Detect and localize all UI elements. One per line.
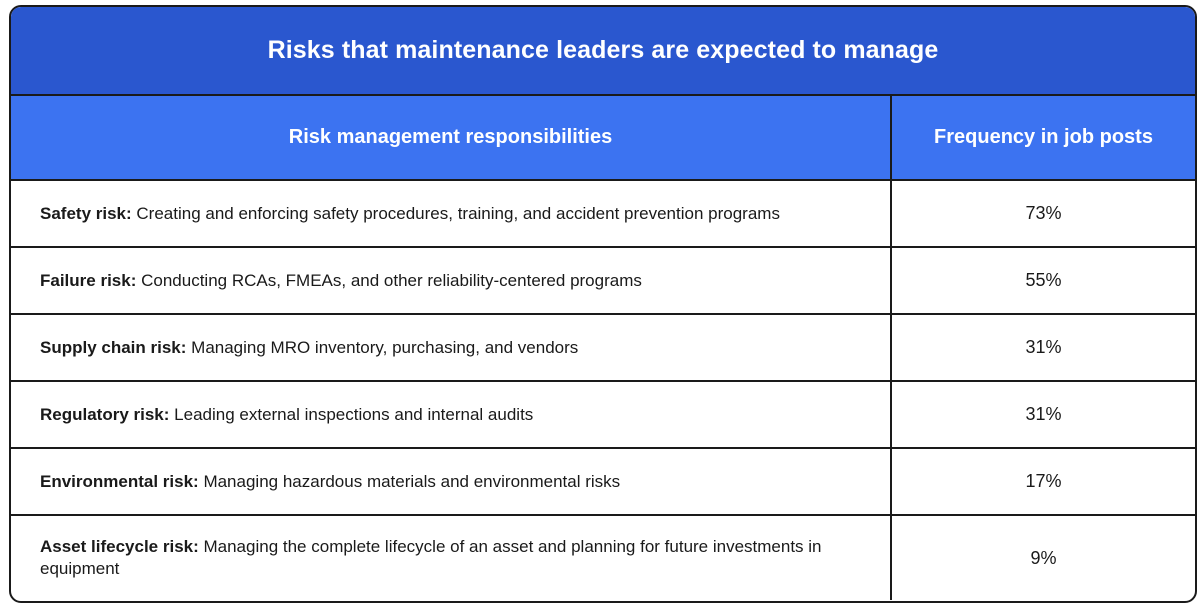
risk-label: Supply chain risk: — [40, 337, 187, 357]
row-frequency: 55% — [891, 247, 1195, 315]
row-description: Supply chain risk: Managing MRO inventor… — [11, 314, 892, 382]
risk-label: Safety risk: — [40, 203, 132, 223]
table-row: Safety risk: Creating and enforcing safe… — [11, 180, 1195, 248]
risk-text: Managing MRO inventory, purchasing, and … — [186, 337, 579, 357]
table-title: Risks that maintenance leaders are expec… — [11, 7, 1195, 96]
row-frequency: 31% — [891, 381, 1195, 449]
row-frequency: 31% — [891, 314, 1195, 382]
risk-text: Managing the complete lifecycle of an as… — [40, 537, 822, 578]
header-responsibilities: Risk management responsibilities — [11, 96, 892, 181]
risk-text: Managing hazardous materials and environ… — [198, 471, 621, 491]
risk-text: Leading external inspections and interna… — [169, 404, 534, 424]
table-row: Asset lifecycle risk: Managing the compl… — [11, 515, 1195, 600]
risk-label: Environmental risk: — [40, 471, 199, 491]
risk-text: Creating and enforcing safety procedures… — [131, 203, 780, 223]
row-frequency: 17% — [891, 448, 1195, 516]
risk-label: Asset lifecycle risk: — [40, 537, 199, 556]
risk-label: Failure risk: — [40, 270, 137, 290]
table-row: Failure risk: Conducting RCAs, FMEAs, an… — [11, 247, 1195, 315]
header-frequency: Frequency in job posts — [891, 96, 1195, 181]
row-description: Failure risk: Conducting RCAs, FMEAs, an… — [11, 247, 892, 315]
table-row: Environmental risk: Managing hazardous m… — [11, 448, 1195, 516]
row-description: Asset lifecycle risk: Managing the compl… — [11, 515, 892, 600]
table-row: Supply chain risk: Managing MRO inventor… — [11, 314, 1195, 382]
risk-text: Conducting RCAs, FMEAs, and other reliab… — [136, 270, 642, 290]
row-description: Environmental risk: Managing hazardous m… — [11, 448, 892, 516]
risk-label: Regulatory risk: — [40, 404, 170, 424]
risk-table-card: Risks that maintenance leaders are expec… — [9, 5, 1197, 603]
table-row: Regulatory risk: Leading external inspec… — [11, 381, 1195, 449]
row-frequency: 73% — [891, 180, 1195, 248]
header-row: Risk management responsibilities Frequen… — [11, 96, 1195, 181]
row-frequency: 9% — [1030, 547, 1057, 568]
row-description: Safety risk: Creating and enforcing safe… — [11, 180, 892, 248]
row-description: Regulatory risk: Leading external inspec… — [11, 381, 892, 449]
risk-table: Risk management responsibilities Frequen… — [11, 96, 1195, 600]
